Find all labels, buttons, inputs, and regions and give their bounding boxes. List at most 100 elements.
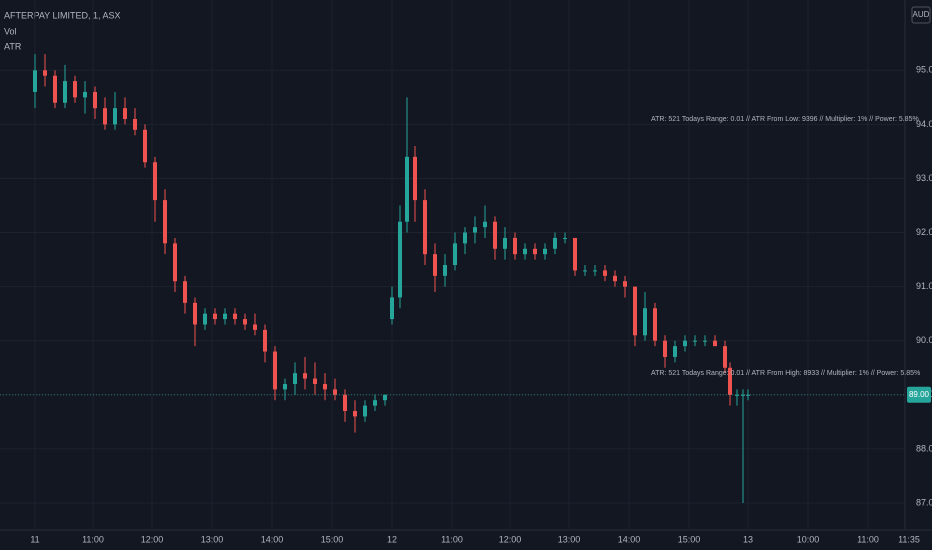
indicator-label: Vol [4,26,17,36]
candle-body [123,108,127,119]
chart-title: AFTERPAY LIMITED, 1, ASX [4,10,121,20]
candle-body [483,221,487,228]
candle-body [735,394,739,396]
candle-body [323,383,327,390]
candle-body [343,394,347,412]
candle-body [373,400,377,406]
annotation: ATR: 521 Todays Range: 0.01 // ATR From … [651,370,920,377]
x-tick-label: 15:00 [321,534,344,544]
candle-body [746,394,750,396]
candle-body [613,275,617,282]
last-price-tag [907,386,931,403]
candle-body [353,411,357,417]
x-tick-label: 11:35 [898,534,920,544]
candle-body [463,232,467,244]
candle-body [623,281,627,287]
candle-body [633,286,637,336]
currency-box[interactable] [911,6,931,24]
candle-body [493,221,497,249]
x-tick-label: 13:00 [558,534,581,544]
candle-body [143,129,147,163]
candle-body [273,351,277,390]
y-tick-label: 95.00 [916,65,932,75]
candle-body [83,91,87,98]
candle-body [683,340,687,347]
y-tick-label: 94.00 [916,119,932,129]
y-tick-label: 88.00 [916,443,932,453]
x-tick-label: 13 [743,534,753,544]
candle-body [293,373,297,384]
x-tick-label: 12:00 [141,534,164,544]
candle-body [283,383,287,390]
candle-body [363,405,367,417]
candle-body [53,75,57,103]
y-tick-label: 92.00 [916,227,932,237]
candle-body [133,118,137,130]
candle-body [703,340,707,342]
x-tick-label: 11:00 [441,534,463,544]
x-tick-label: 11 [30,534,39,544]
x-tick-label: 15:00 [678,534,701,544]
y-tick-label: 91.00 [916,281,932,291]
candle-body [553,237,557,249]
candle-body [73,81,77,98]
candle-body [533,248,537,255]
candle-body [33,70,37,92]
candle-body [163,200,167,244]
candle-body [503,237,507,249]
x-tick-label: 11:00 [857,534,879,544]
candle-body [513,237,517,255]
candle-body [113,108,117,125]
candle-body [383,394,387,401]
candle-body [223,313,227,320]
candle-body [63,81,67,103]
candle-body [263,329,267,352]
candle-body [653,308,657,341]
candle-body [390,297,394,320]
candle-body [233,313,237,320]
x-tick-label: 12:00 [499,534,522,544]
currency[interactable]: AUD [913,10,930,19]
x-tick-label: 14:00 [261,534,284,544]
candle-body [663,340,667,357]
candle-body [243,319,247,325]
candle-body [313,378,317,384]
candle-body [413,156,417,201]
candle-body [43,70,47,76]
candle-body [673,346,677,357]
candle-body [728,367,732,395]
candle-body [333,389,337,395]
candle-body [398,221,402,298]
annotation: ATR: 521 Todays Range: 0.01 // ATR From … [651,116,919,123]
candle-body [603,270,607,276]
x-tick-label: 14:00 [618,534,641,544]
candle-body [453,243,457,265]
candle-body [203,313,207,325]
candle-body [643,308,647,336]
candle-body [593,270,597,272]
candle-body [443,265,447,276]
indicator-label: ATR [4,41,22,51]
candle-body [583,270,587,272]
y-tick-label: 90.00 [916,335,932,345]
candle-body [405,156,409,222]
candle-body [153,162,157,201]
candle-body [433,254,437,276]
candle-body [213,313,217,320]
candle-body [573,237,577,271]
x-tick-label: 11:00 [82,534,104,544]
candle-body [713,340,717,347]
candle-body [253,324,257,330]
x-tick-label: 12 [387,534,397,544]
candle-body [723,346,727,368]
candle-body [693,340,697,342]
candle-body [423,200,427,255]
candle-body [93,91,97,109]
y-tick-label: 87.00 [916,497,932,507]
candle-body [193,302,197,325]
candle-body [103,108,107,125]
candle-body [741,394,745,396]
candle-body [563,237,567,239]
